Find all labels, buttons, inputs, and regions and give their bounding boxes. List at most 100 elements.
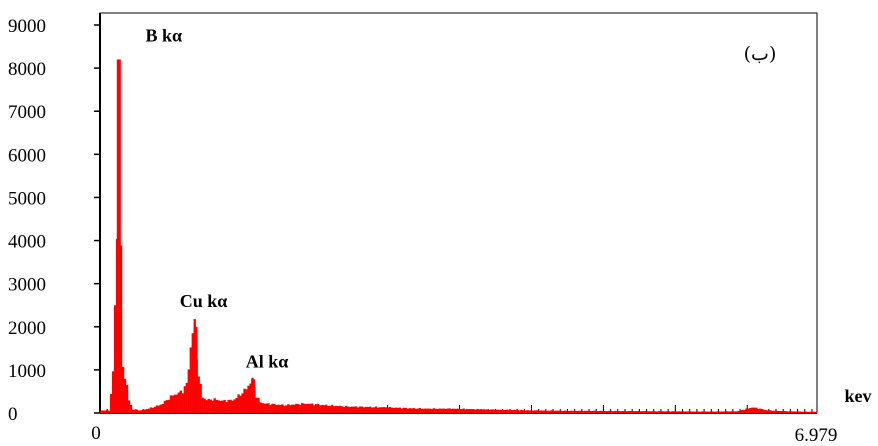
spectrum-bar	[556, 410, 559, 413]
spectrum-bar	[406, 408, 410, 413]
spectrum-bar	[438, 408, 441, 413]
spectrum-bar	[480, 409, 483, 413]
spectrum-bar	[325, 404, 328, 413]
spectrum-bar	[147, 408, 151, 413]
spectrum-bar	[581, 411, 585, 413]
spectrum-bar	[161, 404, 165, 413]
spectrum-bar	[731, 411, 734, 413]
spectrum-bar	[488, 409, 491, 413]
y-tick-label: 1000	[8, 361, 46, 382]
spectrum-bar	[450, 409, 453, 413]
spectrum-bar	[235, 398, 238, 413]
spectrum-bar	[755, 407, 758, 413]
spectrum-bar	[605, 411, 609, 413]
spectrum-bar	[657, 411, 660, 413]
spectrum-bar	[317, 404, 320, 413]
spectrum-bar	[321, 404, 324, 413]
spectrum-bar	[783, 410, 786, 413]
spectrum-bar	[400, 408, 404, 413]
spectrum-bar	[687, 411, 690, 413]
spectrum-bar	[424, 408, 427, 413]
plot-frame	[99, 12, 818, 414]
spectrum-bar	[621, 410, 625, 413]
spectrum-bar	[635, 411, 639, 413]
spectrum-bar	[442, 408, 445, 413]
spectrum-bar	[572, 410, 575, 413]
spectrum-bar	[713, 411, 716, 413]
y-tick-label: 6000	[8, 145, 46, 166]
spectrum-bar	[564, 410, 567, 413]
spectrum-bar	[540, 410, 543, 413]
spectrum-bar	[215, 399, 218, 413]
spectrum-bar	[121, 366, 125, 413]
spectrum-bar	[641, 411, 645, 413]
spectrum-bar	[490, 409, 493, 413]
y-tick-label: 7000	[8, 102, 46, 123]
spectrum-bar	[456, 408, 459, 413]
spectrum-bar	[751, 407, 754, 413]
spectrum-bar	[323, 405, 326, 413]
spectrum-bar	[653, 411, 656, 413]
spectrum-bar	[458, 409, 461, 413]
spectrum-bar	[775, 410, 778, 413]
spectrum-bar	[410, 408, 413, 413]
spectrum-bar	[348, 406, 352, 413]
spectrum-bar	[516, 410, 519, 413]
spectrum-bar	[769, 410, 772, 413]
spectrum-bar	[398, 407, 402, 413]
spectrum-bar	[578, 410, 581, 413]
spectrum-bar	[364, 406, 368, 413]
spectrum-bar	[283, 405, 286, 413]
spectrum-bar	[725, 411, 728, 413]
spectrum-bar	[382, 407, 386, 413]
spectrum-bar	[297, 404, 300, 413]
spectrum-bar	[574, 410, 577, 413]
spectrum-bar	[759, 408, 762, 413]
spectrum-bar	[362, 407, 366, 413]
spectrum-bar	[151, 407, 155, 413]
spectrum-bar	[777, 410, 780, 413]
y-tick-label: 3000	[8, 275, 46, 296]
spectrum-bar	[631, 411, 635, 413]
spectrum-bar	[319, 405, 322, 413]
spectrum-bar	[585, 410, 589, 413]
spectrum-bar	[432, 408, 435, 413]
spectrum-bar	[506, 409, 509, 413]
spectrum-bar	[426, 408, 429, 413]
x-tick-label-start: 0	[91, 423, 101, 444]
spectrum-bar	[416, 408, 419, 413]
spectrum-bar	[163, 400, 167, 413]
spectrum-bar	[111, 371, 115, 413]
spectrum-bar	[709, 411, 712, 413]
spectrum-bar	[179, 390, 182, 413]
spectrum-bar	[659, 411, 662, 413]
spectrum-bar	[394, 407, 398, 413]
spectrum-bar	[791, 411, 794, 413]
spectrum-bar	[462, 408, 465, 413]
spectrum-bar	[603, 410, 607, 413]
panel-label: (ب)	[744, 43, 777, 65]
spectrum-bar	[560, 410, 563, 413]
spectrum-bar	[201, 397, 204, 413]
spectrum-bar	[785, 411, 788, 413]
spectrum-bar	[737, 411, 740, 413]
peak-labels: B kα Cu kα Al kα	[146, 25, 289, 371]
spectrum-bar	[613, 410, 617, 413]
spectrum-bar	[183, 386, 186, 413]
spectrum-bar	[518, 410, 521, 413]
spectrum-bar	[145, 409, 149, 413]
spectrum-bar	[494, 409, 497, 413]
spectrum-bar	[123, 378, 127, 413]
spectrum-bar	[671, 411, 674, 413]
spectrum-bar	[568, 410, 571, 413]
spectrum-bar	[309, 403, 312, 413]
spectrum-bar	[143, 409, 147, 413]
spectrum-bar	[715, 411, 718, 413]
spectrum-bar	[376, 407, 380, 413]
spectrum-bar	[552, 410, 555, 413]
spectrum-bar	[667, 411, 670, 413]
spectrum-bar	[273, 403, 276, 413]
spectrum-bar	[301, 402, 304, 413]
spectrum-bar	[512, 409, 515, 413]
spectrum-bar	[558, 410, 561, 413]
